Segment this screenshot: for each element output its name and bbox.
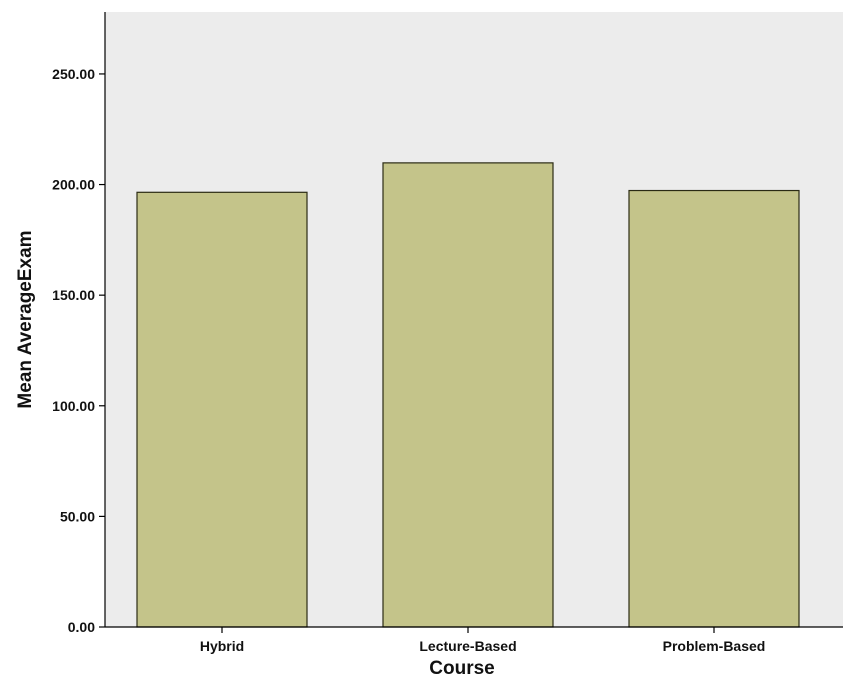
x-axis-ticks: Hybrid Lecture-Based Problem-Based xyxy=(200,627,766,654)
x-tick-label: Lecture-Based xyxy=(419,638,516,654)
y-tick-label: 150.00 xyxy=(52,287,95,303)
bar-problem-based xyxy=(628,189,800,628)
bar-lecture-based xyxy=(382,162,554,628)
y-axis-ticks: 0.00 50.00 100.00 150.00 200.00 250.00 xyxy=(52,66,105,635)
y-tick-label: 200.00 xyxy=(52,177,95,193)
x-axis-title: Course xyxy=(429,658,494,679)
y-tick-label: 0.00 xyxy=(68,619,95,635)
x-tick-label: Problem-Based xyxy=(663,638,766,654)
bar-series xyxy=(136,162,800,628)
y-tick-label: 250.00 xyxy=(52,66,95,82)
x-tick-label: Hybrid xyxy=(200,638,244,654)
y-tick-label: 50.00 xyxy=(60,508,95,524)
y-tick-label: 100.00 xyxy=(52,398,95,414)
y-axis-title: Mean AverageExam xyxy=(15,230,36,408)
bar-hybrid xyxy=(136,191,308,628)
